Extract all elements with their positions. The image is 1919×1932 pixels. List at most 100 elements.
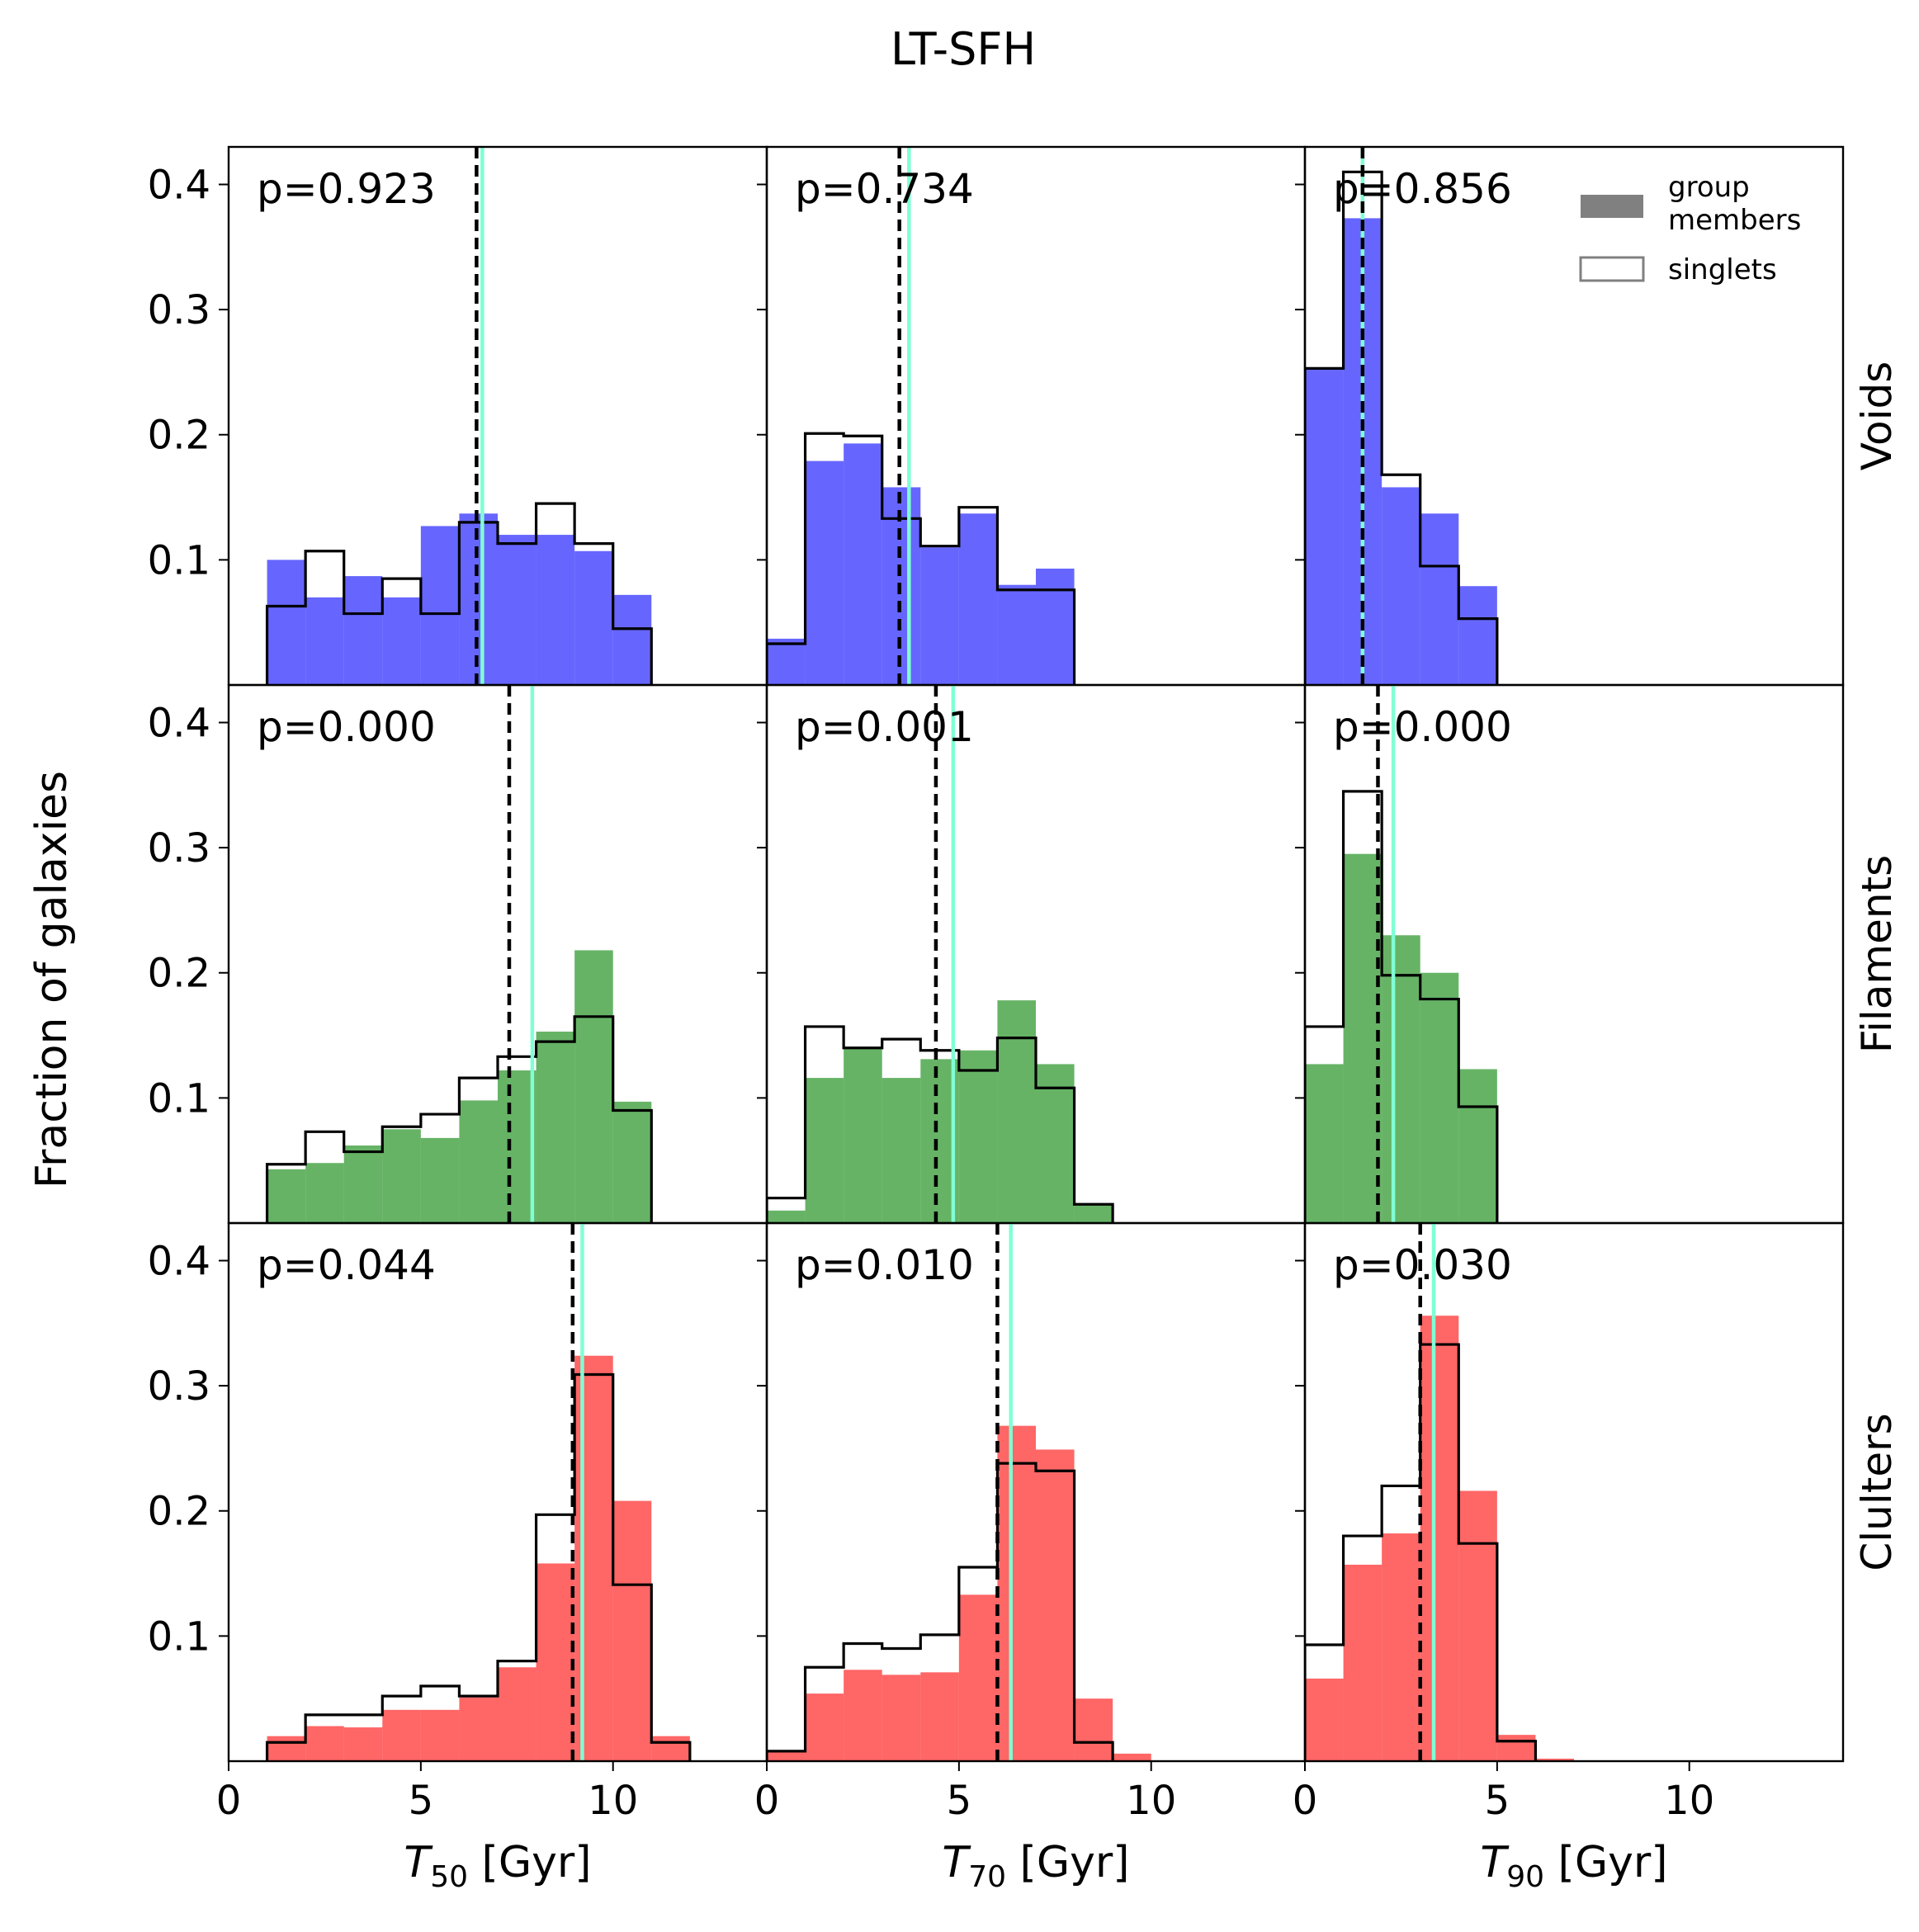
panel-r0c1: p=0.734 <box>757 145 1307 687</box>
panel-plot-area <box>265 147 653 685</box>
x-tick-label: 10 <box>1126 1778 1176 1824</box>
x-tick-label: 10 <box>588 1778 638 1824</box>
legend-step-swatch <box>1579 256 1645 282</box>
group-bar <box>459 513 498 685</box>
group-bar <box>844 1670 882 1761</box>
group-bar <box>1305 1678 1344 1761</box>
group-bar <box>382 597 421 685</box>
group-bar <box>459 1697 498 1761</box>
singlets-step-line <box>767 1462 1114 1761</box>
group-bar <box>1036 1064 1075 1223</box>
panel-plot-area <box>265 1223 692 1761</box>
p-value-label: p=0.010 <box>795 1241 974 1289</box>
group-bar <box>267 560 306 685</box>
group-bar <box>574 950 613 1223</box>
group-bar <box>574 1355 613 1761</box>
group-bar <box>1458 1069 1497 1223</box>
group-bar <box>958 1594 998 1761</box>
group-bar <box>1036 568 1075 685</box>
panel-plot-area <box>265 685 653 1223</box>
group-bar <box>882 1675 921 1761</box>
y-tick-label: 0.4 <box>148 700 210 746</box>
panel-plot-area <box>767 685 1114 1223</box>
panels-layer: p=0.923 0.1 0.2 0.3 0.4 p=0.734 p=0.856 Voids gr… <box>148 145 1901 1894</box>
y-tick-label: 0.1 <box>148 1613 210 1660</box>
x-tick-label: 5 <box>947 1778 972 1824</box>
group-bar <box>420 1709 460 1761</box>
p-value-label: p=0.000 <box>257 703 436 751</box>
singlets-step-line <box>767 1025 1114 1223</box>
group-bar <box>805 1693 844 1761</box>
group-bar <box>1074 1698 1113 1761</box>
y-tick-label: 0.3 <box>148 1363 210 1410</box>
group-bar <box>1382 1533 1420 1761</box>
singlets-step-line <box>1305 170 1499 685</box>
y-tick-label: 0.2 <box>148 413 210 459</box>
y-tick-label: 0.4 <box>148 162 210 208</box>
group-bar <box>536 1563 575 1761</box>
group-bar <box>1496 1735 1536 1761</box>
group-bar <box>536 1032 575 1223</box>
group-bar <box>805 461 844 685</box>
group-bar <box>382 1129 421 1223</box>
group-bar <box>305 597 344 685</box>
group-bar <box>1535 1758 1574 1761</box>
y-tick-label: 0.3 <box>148 825 210 872</box>
legend-step-label: singlets <box>1668 253 1777 286</box>
group-bar <box>920 547 959 685</box>
panel-r0c0: p=0.923 0.1 0.2 0.3 0.4 <box>148 145 768 687</box>
group-bar <box>1420 1316 1459 1761</box>
group-bar <box>420 1137 460 1223</box>
panel-r2c0: p=0.044 0.1 0.2 0.3 0.4 0 5 10 T50 [Gyr] <box>148 1221 768 1894</box>
group-bar <box>1458 1490 1497 1761</box>
panel-frame <box>1303 1221 1845 1763</box>
group-bar <box>1113 1753 1151 1761</box>
p-value-label: p=0.923 <box>257 165 436 213</box>
group-bar <box>1074 1204 1113 1223</box>
x-tick-label: 0 <box>216 1778 242 1824</box>
group-bar <box>498 535 536 685</box>
x-axis-label: T90 [Gyr] <box>1480 1838 1667 1894</box>
x-tick-label: 5 <box>1485 1778 1510 1824</box>
group-bar <box>420 526 460 685</box>
group-bar <box>997 584 1036 685</box>
singlets-step-line <box>1305 790 1499 1223</box>
figure-title: LT-SFH <box>891 23 1036 75</box>
p-value-label: p=0.030 <box>1333 1241 1512 1289</box>
singlets-step-line <box>265 502 653 685</box>
x-tick-label: 0 <box>1293 1778 1318 1824</box>
group-bar <box>1420 513 1459 685</box>
group-bar <box>997 1425 1036 1761</box>
y-tick-label: 0.1 <box>148 1075 210 1122</box>
y-tick-label: 0.3 <box>148 287 210 333</box>
group-bar <box>1382 487 1420 685</box>
group-bar <box>305 1726 344 1761</box>
p-value-label: p=0.001 <box>795 703 974 751</box>
group-bar <box>267 1169 306 1223</box>
group-bar <box>343 1727 383 1761</box>
panel-r2c2: p=0.030 0 5 10 T90 [Gyr] Clulters <box>1293 1221 1901 1894</box>
p-value-label: p=0.044 <box>257 1241 436 1289</box>
row-label-voids: Voids <box>1853 361 1901 471</box>
figure-y-axis-label: Fraction of galaxies <box>27 771 77 1188</box>
x-axis-label: T70 [Gyr] <box>942 1838 1129 1894</box>
row-label-clulters: Clulters <box>1853 1413 1901 1571</box>
group-bar <box>1458 586 1497 685</box>
y-tick-label: 0.2 <box>148 951 210 997</box>
group-bar <box>1305 1064 1344 1223</box>
group-bar <box>498 1070 536 1223</box>
group-bar <box>767 1750 806 1761</box>
group-bar <box>651 1736 690 1761</box>
singlets-step-line <box>265 1372 692 1761</box>
p-value-label: p=0.856 <box>1333 165 1512 213</box>
group-bar <box>882 1078 921 1223</box>
legend-filled-label: members <box>1668 204 1801 237</box>
y-tick-label: 0.4 <box>148 1238 210 1284</box>
legend-filled-label: group <box>1668 171 1750 204</box>
panel-r1c1: p=0.001 <box>757 683 1307 1225</box>
group-bar <box>805 1078 844 1223</box>
p-value-label: p=0.000 <box>1333 703 1512 751</box>
